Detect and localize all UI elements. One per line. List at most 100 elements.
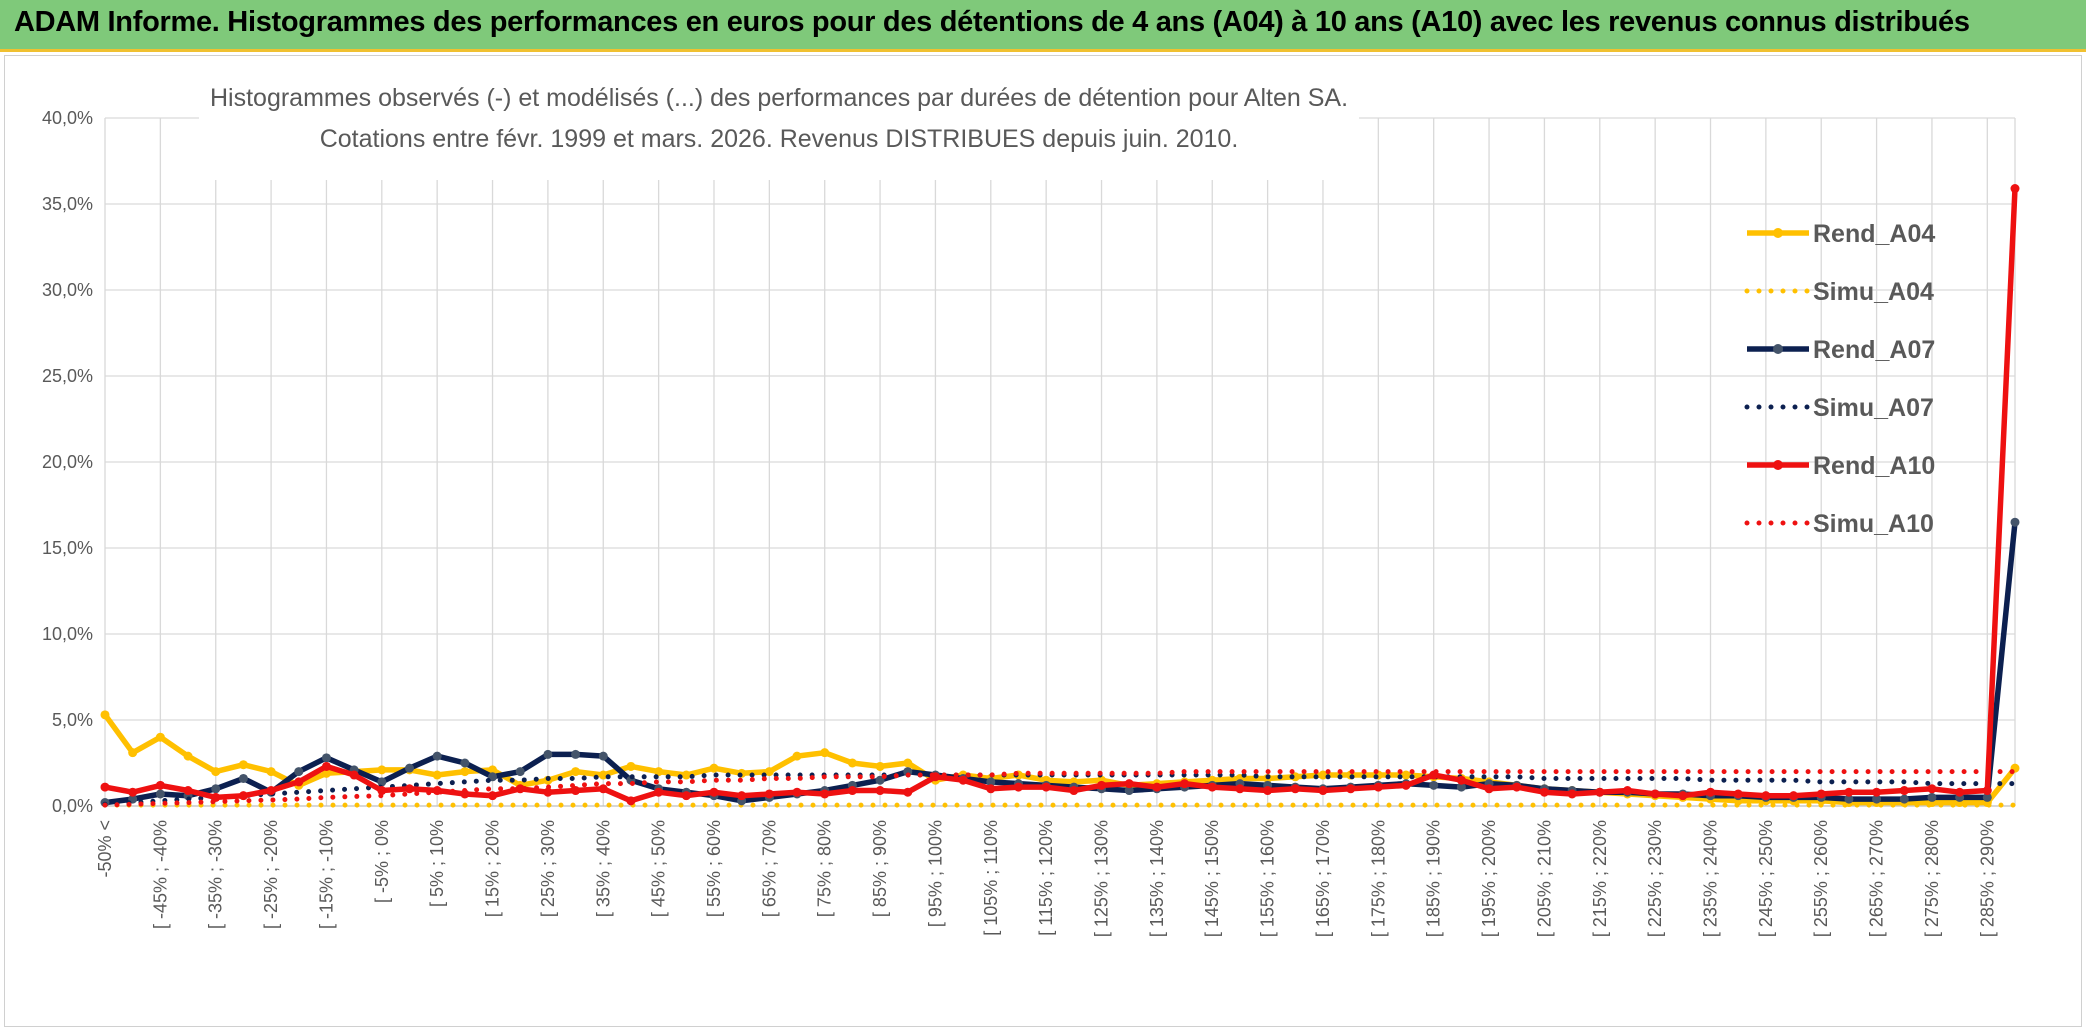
data-point	[1927, 784, 1937, 794]
x-tick-label: [ 205% ; 210%	[1534, 820, 1554, 937]
data-point	[598, 770, 608, 780]
x-tick-label: [ 225% ; 230%	[1645, 820, 1665, 937]
data-point	[1872, 787, 1882, 797]
x-tick-label: [ 95% ; 100%	[925, 820, 945, 927]
data-point	[543, 787, 553, 797]
data-point	[571, 786, 581, 796]
data-point	[626, 796, 636, 806]
legend-item-Rend_A07: Rend_A07	[1747, 336, 1935, 364]
data-point	[1097, 780, 1107, 790]
data-point	[460, 767, 470, 777]
chart-title-line-1: Histogrammes observés (-) et modélisés (…	[210, 84, 1348, 112]
data-point	[1761, 791, 1771, 801]
data-point	[1124, 779, 1134, 789]
data-point	[1484, 784, 1494, 794]
data-point	[1207, 782, 1217, 792]
x-tick-label: [ 285% ; 290%	[1977, 820, 1997, 937]
data-point	[1595, 787, 1605, 797]
data-point	[847, 758, 857, 768]
data-point	[128, 787, 138, 797]
x-tick-label: [ 275% ; 280%	[1922, 820, 1942, 937]
x-tick-label: [ -25% ; -20%	[261, 820, 281, 929]
data-point	[460, 758, 470, 768]
data-point	[266, 767, 276, 777]
data-point	[1539, 787, 1549, 797]
data-point	[321, 753, 331, 763]
series-line-Rend_A07	[104, 521, 2018, 806]
banner: ADAM Informe. Histogrammes des performan…	[0, 0, 2086, 52]
chart-title-line-2: Cotations entre févr. 1999 et mars. 2026…	[320, 125, 1239, 153]
data-point	[1899, 786, 1909, 796]
data-point	[211, 767, 221, 777]
plot-area	[100, 184, 2020, 808]
legend-label: Rend_A04	[1813, 220, 1935, 248]
y-tick-label: 10,0%	[42, 624, 93, 644]
x-tick-label: [ 65% ; 70%	[759, 820, 779, 917]
data-point	[598, 751, 608, 761]
data-point	[820, 789, 830, 799]
data-point	[654, 787, 664, 797]
x-tick-label: [ 265% ; 270%	[1867, 820, 1887, 937]
y-tick-label: 15,0%	[42, 538, 93, 558]
data-point	[1152, 782, 1162, 792]
data-point	[238, 760, 248, 770]
data-point	[903, 787, 913, 797]
data-point	[321, 768, 331, 778]
data-point	[1290, 784, 1300, 794]
data-point	[1180, 779, 1190, 789]
data-point	[1567, 789, 1577, 799]
data-point	[1401, 780, 1411, 790]
chart-title-background	[199, 78, 1359, 180]
data-point	[543, 749, 553, 759]
data-point	[1622, 786, 1632, 796]
data-point	[488, 765, 498, 775]
legend-marker	[1773, 344, 1783, 354]
data-point	[1982, 792, 1992, 802]
data-point	[1844, 787, 1854, 797]
data-point	[155, 780, 165, 790]
chart-frame: 0,0% 5,0% 10,0% 15,0% 20,0% 25,0% 30,0% 35,0% 40…	[4, 55, 2082, 1027]
banner-title: ADAM Informe. Histogrammes des performan…	[14, 6, 1970, 38]
data-point	[515, 784, 525, 794]
x-tick-label: [ 45% ; 50%	[649, 820, 669, 917]
data-point	[847, 786, 857, 796]
legend-label: Simu_A07	[1813, 394, 1934, 422]
data-point	[515, 767, 525, 777]
data-point	[1899, 794, 1909, 804]
data-point	[820, 748, 830, 758]
series-line-Rend_A04	[102, 713, 2018, 806]
data-point	[1235, 784, 1245, 794]
x-tick-label: -50% <	[95, 820, 115, 878]
data-point	[128, 748, 138, 758]
data-point	[183, 751, 193, 761]
data-point	[100, 710, 110, 720]
x-tick-label: [ 105% ; 110%	[981, 820, 1001, 936]
y-tick-label: 20,0%	[42, 452, 93, 472]
x-tick-label: [ 5% ; 10%	[427, 820, 447, 907]
data-point	[377, 786, 387, 796]
x-tick-label: [ 15% ; 20%	[483, 820, 503, 917]
data-point	[903, 758, 913, 768]
data-point	[571, 749, 581, 759]
x-axis: -50% < [ -45% ; -40% [ -35% ; -30% [ -25% ;…	[95, 820, 1997, 937]
y-tick-label: 0,0%	[52, 796, 93, 816]
data-point	[432, 770, 442, 780]
x-tick-label: [ 155% ; 160%	[1258, 820, 1278, 937]
data-point	[737, 791, 747, 801]
x-tick-label: [ 85% ; 90%	[870, 820, 890, 917]
data-point	[681, 770, 691, 780]
x-tick-label: [ -35% ; -30%	[206, 820, 226, 929]
x-tick-label: [ 215% ; 220%	[1590, 820, 1610, 937]
data-point	[1816, 789, 1826, 799]
data-point	[1872, 794, 1882, 804]
data-point	[211, 784, 221, 794]
data-point	[1512, 782, 1522, 792]
x-tick-label: [ 195% ; 200%	[1479, 820, 1499, 937]
data-point	[404, 784, 414, 794]
data-point	[1844, 794, 1854, 804]
data-point	[1373, 782, 1383, 792]
legend-marker	[1773, 228, 1783, 238]
x-tick-label: [ 75% ; 80%	[815, 820, 835, 917]
data-point	[1346, 784, 1356, 794]
legend-marker	[1773, 460, 1783, 470]
